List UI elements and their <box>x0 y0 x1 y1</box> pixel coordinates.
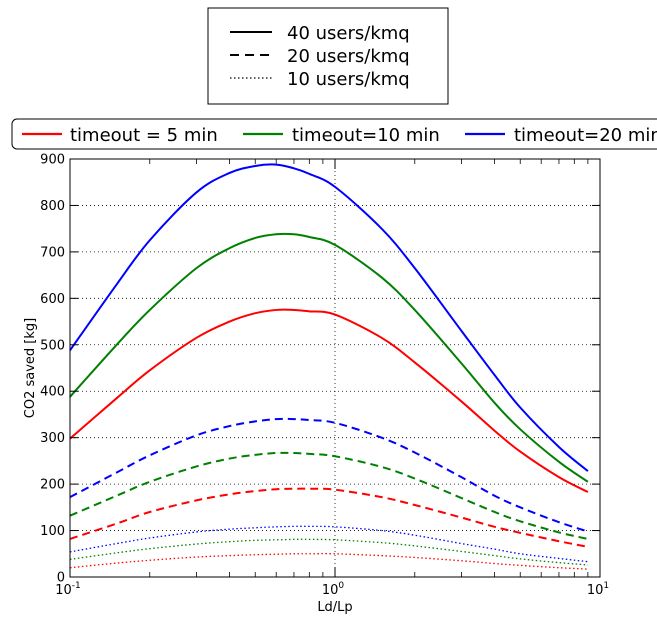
y-tick-label: 500 <box>40 338 65 353</box>
series-line-40-users-kmq-timeout-5-min <box>69 308 589 493</box>
density-legend-label-40: 40 users/kmq <box>287 23 410 44</box>
series-line-20-users-kmq-timeout-10-min <box>69 451 589 540</box>
series-line-10-users-kmq-timeout-5-min <box>69 552 588 570</box>
series-line-20-users-kmq-timeout-5-min <box>69 487 589 548</box>
grid-lines <box>70 159 600 577</box>
y-tick-label: 800 <box>40 199 65 214</box>
series-lines <box>69 163 589 570</box>
timeout-legend-label-10min: timeout=10 min <box>292 125 440 146</box>
tick-labels: 0 100 200 300 400 500 600 700 800 900 10-1 100 101 <box>40 153 609 599</box>
axis-ticks <box>69 158 601 578</box>
timeout-legend-label-5min: timeout = 5 min <box>70 125 218 146</box>
y-tick-label: 400 <box>40 385 65 400</box>
y-tick-label: 600 <box>40 292 65 307</box>
y-tick-label: 300 <box>40 431 65 446</box>
x-axis-label: Ld/Lp <box>317 600 352 615</box>
timeout-legend-label-20min: timeout=20 min <box>514 125 657 146</box>
y-tick-label: 0 <box>57 571 65 586</box>
y-tick-label: 700 <box>40 245 65 260</box>
x-tick-label: 101 <box>587 581 609 598</box>
density-legend-label-10: 10 users/kmq <box>287 69 410 90</box>
y-tick-label: 900 <box>40 153 65 168</box>
series-line-40-users-kmq-timeout-10-min <box>69 232 589 483</box>
x-tick-label: 10-1 <box>55 581 81 598</box>
x-tick-label: 100 <box>322 581 345 598</box>
series-line-10-users-kmq-timeout-10-min <box>69 538 588 566</box>
density-legend-label-20: 20 users/kmq <box>287 46 410 67</box>
y-tick-label: 200 <box>40 478 65 493</box>
series-line-40-users-kmq-timeout-20-min <box>69 163 589 472</box>
series-line-10-users-kmq-timeout-20-min <box>69 525 588 563</box>
timeout-legend: timeout = 5 min timeout=10 min timeout=2… <box>11 118 657 150</box>
y-tick-label: 100 <box>40 524 65 539</box>
series-line-20-users-kmq-timeout-20-min <box>69 417 589 533</box>
y-axis-label: CO2 saved [kg] <box>23 318 38 418</box>
density-legend: 40 users/kmq 20 users/kmq 10 users/kmq <box>207 7 449 105</box>
timeout-legend-box <box>11 118 657 150</box>
